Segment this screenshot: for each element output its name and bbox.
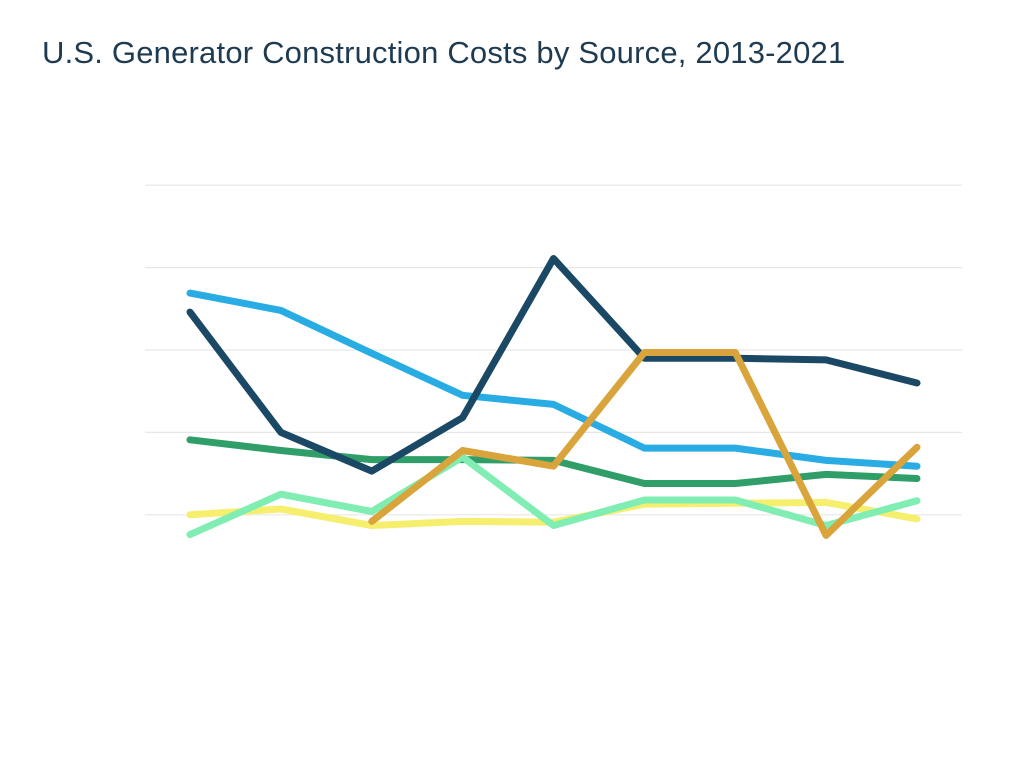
series-mint-line bbox=[186, 453, 921, 539]
series-gold-line bbox=[368, 349, 921, 539]
chart-title: U.S. Generator Construction Costs by Sou… bbox=[42, 35, 846, 70]
series-light-blue-line bbox=[186, 289, 921, 470]
series-dark-navy-line bbox=[186, 255, 921, 475]
